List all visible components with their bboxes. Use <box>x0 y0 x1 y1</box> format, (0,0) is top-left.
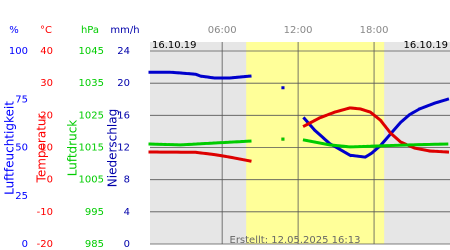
y-tick-label: 20 <box>117 78 130 89</box>
y-tick-label: 10 <box>40 143 53 154</box>
y-tick-label: -10 <box>37 207 53 218</box>
axis-title: Luftdruck <box>66 120 80 177</box>
y-tick-label: 1035 <box>79 78 104 89</box>
y-tick-label: 8 <box>124 175 130 186</box>
y-tick-label: 985 <box>85 239 104 250</box>
y-tick-label: -20 <box>37 239 53 250</box>
y-tick-label: 16 <box>117 110 130 121</box>
y-tick-label: 0 <box>22 239 28 250</box>
y-tick-label: 12 <box>117 143 130 154</box>
y-tick-label: 24 <box>117 46 130 57</box>
y-tick-label: 1005 <box>79 175 104 186</box>
y-tick-label: 1045 <box>79 46 104 57</box>
y-tick-label: 30 <box>40 78 53 89</box>
series-line <box>148 137 450 149</box>
y-tick-label: 40 <box>40 46 53 57</box>
y-tick-label: 0 <box>47 175 53 186</box>
y-tick-label: 0 <box>124 239 130 250</box>
y-tick-label: 20 <box>40 110 53 121</box>
axis-title: Luftfeuchtigkeit <box>3 101 17 195</box>
axis-unit: hPa <box>81 25 99 36</box>
axis-unit: % <box>9 25 19 36</box>
date-left: 16.10.19 <box>152 40 197 51</box>
axis-title: Niederschlag <box>106 109 120 187</box>
date-right: 16.10.19 <box>403 40 448 51</box>
y-tick-label: 25 <box>15 191 28 202</box>
y-tick-label: 50 <box>15 143 28 154</box>
y-tick-label: 995 <box>85 207 104 218</box>
y-tick-label: 75 <box>15 94 28 105</box>
y-tick-label: 4 <box>124 207 130 218</box>
x-tick-label: 06:00 <box>208 25 237 36</box>
x-tick-label: 12:00 <box>284 25 313 36</box>
axis-title: Temperatur <box>35 113 49 183</box>
y-tick-label: 1025 <box>79 110 104 121</box>
y-tick-label: 100 <box>9 46 28 57</box>
footer: Erstellt: 12.05.2025 16:13 <box>230 235 361 246</box>
axis-unit: °C <box>40 25 52 36</box>
axis-unit: mm/h <box>110 25 139 36</box>
x-tick-label: 18:00 <box>360 25 389 36</box>
y-tick-label: 1015 <box>79 143 104 154</box>
